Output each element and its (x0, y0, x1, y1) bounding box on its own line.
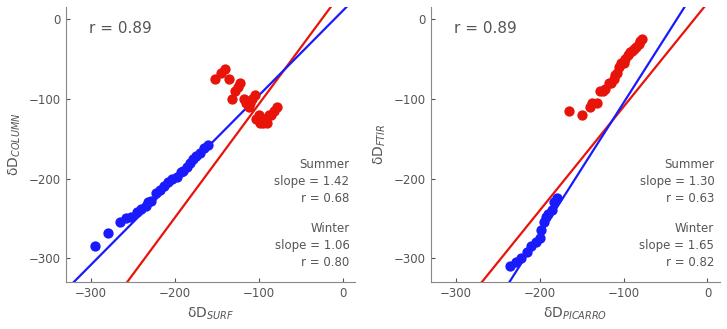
Point (633, 42, 645, 47)
Point (530, 240, 542, 245)
Point (259, 116, 270, 121)
Point (175, 169, 187, 175)
Point (599, 87, 611, 92)
Point (249, 92, 260, 97)
Text: r = 0.89: r = 0.89 (89, 21, 152, 36)
Point (132, 209, 143, 215)
Point (636, 36, 648, 41)
Point (177, 168, 189, 173)
Point (271, 104, 283, 109)
Point (226, 96, 238, 101)
Point (618, 60, 630, 65)
Point (220, 66, 231, 72)
Point (534, 236, 545, 241)
Point (224, 76, 236, 81)
Point (171, 174, 182, 180)
Point (115, 220, 126, 225)
Point (619, 56, 631, 62)
Point (102, 230, 113, 235)
Point (576, 112, 587, 117)
Point (510, 260, 522, 265)
Point (184, 160, 196, 165)
Point (541, 214, 553, 219)
Point (547, 208, 558, 213)
Point (250, 116, 262, 121)
X-axis label: δD$_{PICARRO}$: δD$_{PICARRO}$ (543, 306, 608, 322)
Point (243, 104, 254, 109)
Point (232, 84, 244, 89)
Point (635, 38, 646, 44)
Point (265, 112, 277, 117)
Text: r = 0.89: r = 0.89 (454, 21, 517, 36)
Point (230, 88, 241, 93)
Text: Winter
slope = 1.65
r = 0.82: Winter slope = 1.65 r = 0.82 (639, 222, 714, 269)
Point (505, 264, 516, 269)
Point (162, 180, 174, 185)
Point (244, 100, 256, 105)
Point (606, 80, 617, 86)
Point (626, 48, 638, 54)
Point (257, 120, 269, 125)
Point (624, 50, 636, 55)
Point (135, 206, 147, 212)
Y-axis label: δD$_{FTIR}$: δD$_{FTIR}$ (371, 124, 388, 165)
Point (591, 100, 603, 105)
Point (263, 112, 275, 117)
Point (595, 88, 606, 93)
Point (121, 216, 132, 221)
Point (608, 76, 619, 81)
Point (585, 104, 596, 109)
Text: Winter
slope = 1.06
r = 0.80: Winter slope = 1.06 r = 0.80 (275, 222, 350, 269)
Point (628, 47, 640, 52)
Point (521, 249, 533, 255)
Point (538, 220, 550, 225)
Point (526, 244, 537, 249)
Point (89, 244, 101, 249)
Point (241, 100, 252, 105)
Point (614, 64, 625, 69)
Text: Summer
slope = 1.42
r = 0.68: Summer slope = 1.42 r = 0.68 (274, 158, 350, 205)
Point (261, 120, 273, 125)
Point (609, 72, 621, 77)
Point (188, 156, 199, 161)
Point (542, 212, 554, 217)
Point (166, 176, 178, 181)
X-axis label: δD$_{SURF}$: δD$_{SURF}$ (187, 306, 234, 322)
Point (145, 198, 157, 203)
Point (190, 154, 201, 159)
Point (268, 108, 280, 113)
Point (515, 256, 527, 261)
Point (126, 214, 137, 219)
Point (158, 184, 170, 189)
Point (536, 228, 547, 233)
Point (238, 96, 249, 101)
Point (150, 190, 162, 195)
Y-axis label: δD$_{COLUMN}$: δD$_{COLUMN}$ (7, 113, 23, 176)
Point (215, 70, 227, 76)
Point (597, 88, 608, 93)
Point (611, 70, 623, 76)
Point (563, 108, 575, 113)
Point (630, 44, 642, 49)
Point (154, 188, 166, 193)
Point (209, 76, 221, 81)
Point (254, 120, 266, 125)
Point (586, 100, 598, 105)
Point (142, 200, 154, 205)
Point (182, 164, 193, 169)
Point (253, 112, 265, 117)
Point (622, 52, 634, 58)
Point (551, 196, 563, 201)
Point (548, 200, 560, 205)
Point (235, 80, 246, 86)
Point (603, 80, 614, 86)
Point (246, 96, 258, 101)
Point (140, 204, 151, 209)
Point (194, 150, 206, 156)
Point (615, 60, 627, 65)
Point (198, 145, 210, 151)
Point (203, 142, 214, 148)
Text: Summer
slope = 1.30
r = 0.63: Summer slope = 1.30 r = 0.63 (640, 158, 714, 205)
